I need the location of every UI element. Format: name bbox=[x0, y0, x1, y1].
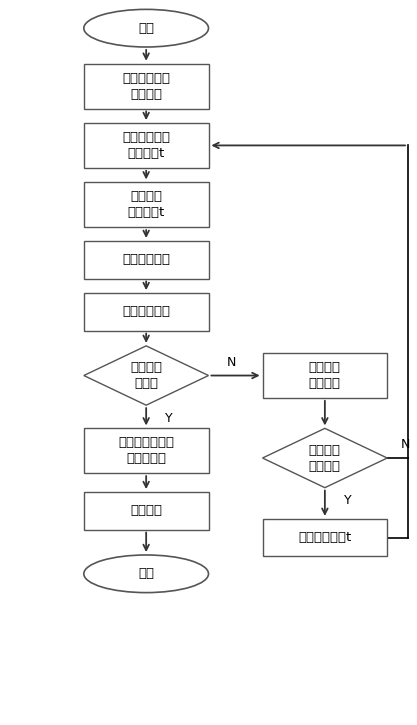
Text: Y: Y bbox=[344, 494, 352, 508]
Text: 测定寿命指标
初始参数: 测定寿命指标 初始参数 bbox=[122, 72, 170, 101]
Bar bbox=[84, 64, 208, 109]
Text: 测定叶轮质量: 测定叶轮质量 bbox=[122, 253, 170, 266]
Bar bbox=[84, 492, 208, 530]
Text: 性能变化
差异大？: 性能变化 差异大？ bbox=[309, 444, 341, 473]
Text: 开始: 开始 bbox=[138, 22, 154, 35]
Bar bbox=[84, 428, 208, 473]
Bar bbox=[263, 519, 387, 556]
Text: 达到失效
指标？: 达到失效 指标？ bbox=[130, 361, 162, 390]
Ellipse shape bbox=[84, 9, 208, 47]
Text: Y: Y bbox=[165, 412, 173, 425]
Bar bbox=[84, 182, 208, 227]
Text: 设定初始磨损
时间间隔t: 设定初始磨损 时间间隔t bbox=[122, 131, 170, 160]
Bar bbox=[263, 353, 387, 398]
Bar bbox=[84, 241, 208, 278]
Bar bbox=[84, 123, 208, 168]
Ellipse shape bbox=[84, 555, 208, 592]
Polygon shape bbox=[263, 428, 387, 488]
Text: 停止试验记录寿
命工况数据: 停止试验记录寿 命工况数据 bbox=[118, 436, 174, 465]
Text: 测定性能参数: 测定性能参数 bbox=[122, 305, 170, 318]
Text: 结束: 结束 bbox=[138, 567, 154, 580]
Text: 减小测量间隔t: 减小测量间隔t bbox=[298, 531, 352, 544]
Polygon shape bbox=[84, 346, 208, 405]
Text: 计算性能
变化差异: 计算性能 变化差异 bbox=[309, 361, 341, 390]
Text: 加速失效
时间长度t: 加速失效 时间长度t bbox=[128, 190, 165, 219]
Text: N: N bbox=[227, 356, 236, 369]
Bar bbox=[84, 293, 208, 331]
Text: N: N bbox=[401, 439, 411, 452]
Text: 分析结论: 分析结论 bbox=[130, 505, 162, 518]
